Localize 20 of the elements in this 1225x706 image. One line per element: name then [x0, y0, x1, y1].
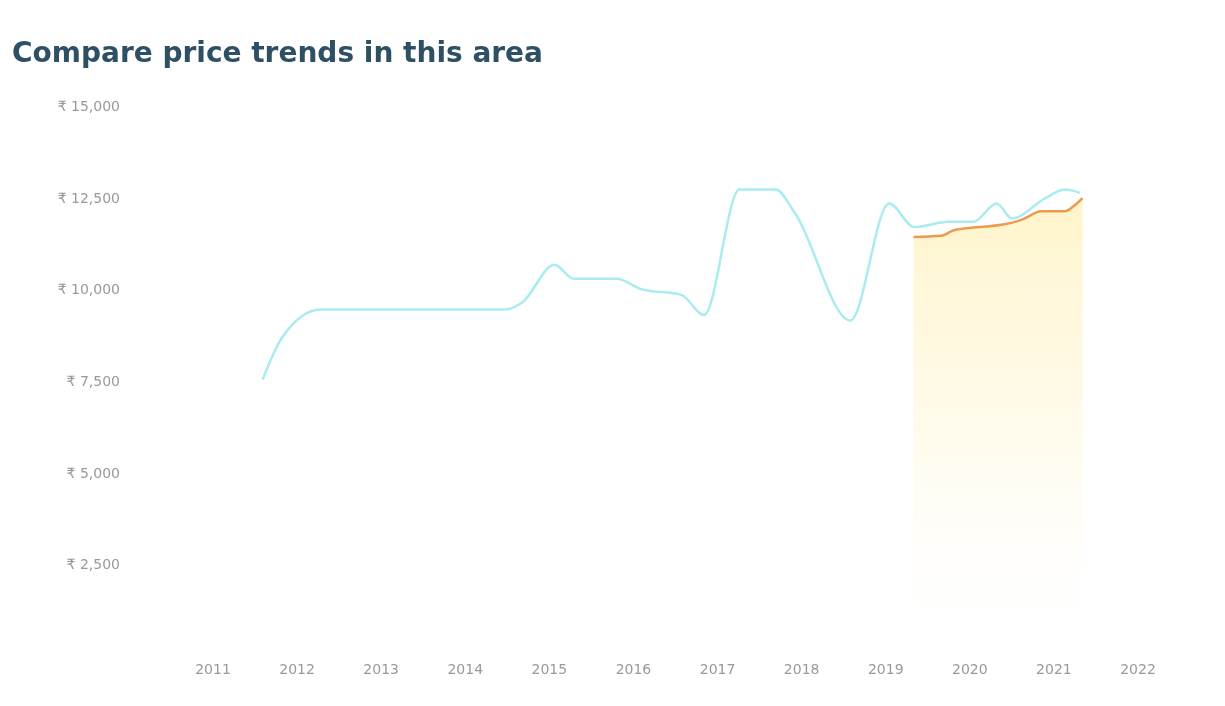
- y-tick-label: ₹ 7,500: [66, 372, 120, 389]
- x-tick-label: 2017: [699, 660, 736, 677]
- x-tick-label: 2020: [952, 660, 988, 677]
- y-tick-label: ₹ 10,000: [57, 281, 120, 298]
- x-tick-label: 2014: [447, 660, 484, 677]
- x-tick-label: 2011: [195, 660, 231, 677]
- y-tick-label: ₹ 2,500: [66, 556, 120, 573]
- x-tick-label: 2022: [1120, 660, 1156, 677]
- line-series: [261, 188, 1082, 381]
- x-tick-label: 2021: [1036, 660, 1072, 677]
- x-tick-label: 2013: [363, 660, 399, 677]
- y-tick-label: ₹ 5,000: [66, 464, 120, 481]
- x-tick-label: 2015: [531, 660, 568, 677]
- y-tick-label: ₹ 12,500: [57, 189, 120, 206]
- x-tick-label: 2019: [867, 660, 904, 677]
- x-tick-label: 2012: [279, 660, 315, 677]
- x-tick-label: 2016: [615, 660, 652, 677]
- x-tick-label: 2018: [783, 660, 820, 677]
- y-tick-label: ₹ 15,000: [57, 97, 120, 114]
- chart-title: Compare price trends in this area: [11, 35, 544, 71]
